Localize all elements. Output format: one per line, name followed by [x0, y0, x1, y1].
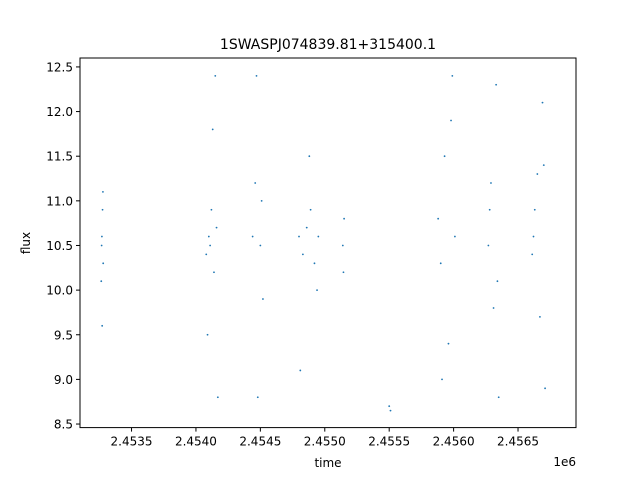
- y-tick-label: 8.5: [54, 418, 73, 432]
- data-point: [487, 244, 490, 247]
- x-tick-label: 2.4555: [368, 435, 410, 449]
- data-point: [308, 155, 311, 158]
- data-point: [262, 298, 264, 300]
- data-point: [305, 226, 308, 229]
- data-point: [341, 244, 344, 247]
- data-point: [211, 128, 214, 131]
- data-point: [531, 253, 534, 256]
- data-point: [447, 342, 450, 345]
- data-point: [536, 173, 539, 175]
- data-point: [255, 74, 258, 77]
- data-point: [441, 378, 443, 381]
- data-point: [206, 333, 209, 336]
- x-tick-label: 2.4550: [304, 435, 346, 449]
- data-point: [451, 74, 454, 77]
- data-point: [209, 244, 212, 247]
- y-tick-label: 10.5: [46, 239, 73, 253]
- y-tick-label: 12.5: [46, 60, 73, 74]
- data-point: [101, 235, 103, 238]
- y-tick-label: 9.5: [54, 328, 73, 342]
- data-point: [532, 235, 535, 238]
- data-point: [216, 396, 219, 399]
- data-point: [539, 316, 541, 318]
- y-tick-label: 11.0: [46, 194, 73, 208]
- data-point: [215, 226, 218, 229]
- data-point: [100, 244, 103, 247]
- y-axis-label: flux: [19, 232, 33, 254]
- data-point: [213, 271, 215, 274]
- data-point: [260, 199, 263, 202]
- data-point: [309, 208, 312, 211]
- data-point: [541, 101, 544, 104]
- x-offset-label: 1e6: [553, 455, 576, 469]
- data-point: [102, 191, 104, 193]
- data-point: [542, 164, 545, 167]
- data-point: [497, 396, 500, 399]
- x-tick-label: 2.4540: [175, 435, 217, 449]
- y-tick-label: 9.0: [54, 373, 73, 387]
- data-point: [544, 387, 546, 390]
- data-point: [102, 262, 105, 265]
- chart-title: 1SWASPJ074839.81+315400.1: [220, 37, 436, 53]
- data-point: [317, 235, 320, 238]
- x-tick-label: 2.4535: [111, 435, 153, 449]
- plot-frame: [79, 57, 577, 429]
- scatter-points: [100, 74, 546, 412]
- data-point: [316, 289, 318, 292]
- data-point: [533, 208, 536, 211]
- data-point: [251, 235, 254, 238]
- x-tick-label: 2.4560: [433, 435, 475, 449]
- data-point: [492, 307, 495, 309]
- data-point: [437, 217, 440, 220]
- x-tick-label: 2.4565: [497, 435, 539, 449]
- data-point: [301, 253, 304, 256]
- data-point: [488, 208, 491, 211]
- data-point: [101, 324, 104, 327]
- y-tick-label: 12.0: [46, 105, 73, 119]
- data-point: [388, 405, 391, 408]
- data-point: [214, 74, 217, 77]
- x-tick-label: 2.4545: [239, 435, 281, 449]
- y-tick-label: 10.0: [46, 284, 73, 298]
- data-point: [210, 208, 213, 211]
- data-point: [495, 83, 498, 86]
- data-point: [298, 235, 300, 238]
- data-point: [439, 262, 442, 265]
- y-axis: 8.5 9.0 9.5 10.0 10.5 11.0 11.5 12.0 12.5: [46, 60, 80, 432]
- data-point: [100, 280, 103, 283]
- data-point: [259, 244, 262, 247]
- data-point: [254, 182, 257, 184]
- data-point: [443, 155, 446, 158]
- data-point: [343, 217, 345, 220]
- data-point: [496, 280, 499, 283]
- data-point: [205, 253, 208, 256]
- data-point: [101, 208, 104, 211]
- data-point: [490, 182, 492, 184]
- data-point: [342, 271, 345, 274]
- data-point: [454, 235, 456, 238]
- data-point: [450, 119, 452, 122]
- data-point: [389, 409, 392, 412]
- data-point: [313, 262, 316, 265]
- data-point: [207, 235, 210, 238]
- data-point: [256, 396, 259, 399]
- x-axis-label: time: [314, 456, 341, 470]
- y-tick-label: 11.5: [46, 150, 73, 164]
- data-point: [299, 369, 302, 372]
- x-axis: 2.4535 2.4540 2.4545 2.4550 2.4555 2.4560 2.45…: [111, 427, 539, 449]
